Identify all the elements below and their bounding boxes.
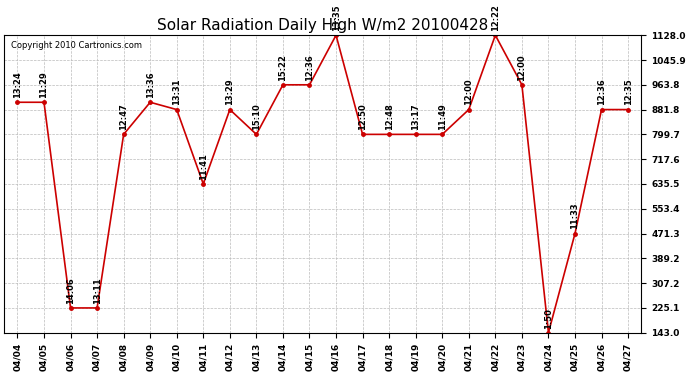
Text: 12:36: 12:36 [597, 79, 606, 105]
Text: 12:35: 12:35 [624, 79, 633, 105]
Text: 12:36: 12:36 [305, 54, 314, 81]
Text: 13:24: 13:24 [13, 71, 22, 98]
Text: 13:17: 13:17 [411, 104, 420, 130]
Text: 13:11: 13:11 [92, 277, 101, 304]
Text: 12:22: 12:22 [491, 4, 500, 31]
Text: 11:33: 11:33 [571, 203, 580, 229]
Text: 13:29: 13:29 [226, 79, 235, 105]
Text: 12:47: 12:47 [119, 104, 128, 130]
Text: 15:10: 15:10 [252, 104, 261, 130]
Text: 13:31: 13:31 [172, 79, 181, 105]
Text: 13:36: 13:36 [146, 72, 155, 98]
Text: Copyright 2010 Cartronics.com: Copyright 2010 Cartronics.com [10, 41, 141, 50]
Text: 12:48: 12:48 [384, 104, 393, 130]
Text: 14:06: 14:06 [66, 277, 75, 304]
Text: 15:22: 15:22 [279, 54, 288, 81]
Text: 11:49: 11:49 [437, 104, 446, 130]
Text: 12:50: 12:50 [358, 104, 367, 130]
Title: Solar Radiation Daily High W/m2 20100428: Solar Radiation Daily High W/m2 20100428 [157, 18, 489, 33]
Text: 13:35: 13:35 [331, 4, 341, 31]
Text: 11:29: 11:29 [39, 71, 48, 98]
Text: 12:00: 12:00 [518, 54, 526, 81]
Text: 1:50: 1:50 [544, 308, 553, 328]
Text: 11:41: 11:41 [199, 153, 208, 180]
Text: 12:00: 12:00 [464, 79, 473, 105]
